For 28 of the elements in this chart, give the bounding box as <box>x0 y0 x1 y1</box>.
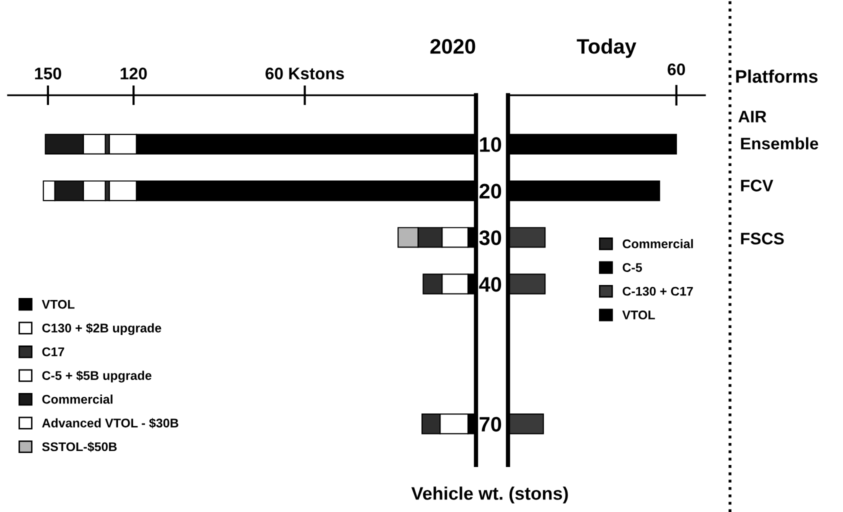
text: Ensemble <box>741 137 818 150</box>
x-tick-label: 150 <box>35 68 62 80</box>
chart-title: 2020 <box>430 39 476 54</box>
y-tick-label: 10 <box>480 137 502 152</box>
legend-label: Commercial <box>622 239 693 248</box>
text: 60 <box>668 64 685 76</box>
y-tick-label: 30 <box>479 230 502 246</box>
y-tick-label: 40 <box>479 277 502 292</box>
text: Platforms <box>736 70 818 83</box>
legend-label: C17 <box>42 347 64 356</box>
legend-label: VTOL <box>622 310 655 320</box>
legend-label: Commercial <box>42 394 112 404</box>
chart-title: Today <box>576 38 636 58</box>
legend-label: C-5 <box>622 263 642 272</box>
legend-label: C-5 + $5B upgrade <box>42 370 152 382</box>
legend-label: VTOL <box>42 300 74 309</box>
legend-label: C-130 + C17 <box>622 286 693 296</box>
y-tick-label: 20 <box>480 184 502 199</box>
legend-label: SSTOL-$50B <box>42 442 117 452</box>
x-axis-title: Vehicle wt. (stons) <box>411 486 568 504</box>
text: AIR <box>738 110 766 122</box>
x-tick-label: 120 <box>120 68 147 80</box>
legend-label: C130 + $2B upgrade <box>42 323 162 335</box>
x-tick-label: 60 Kstons <box>266 68 344 80</box>
text: FCV <box>741 180 774 192</box>
legend-label: Advanced VTOL - $30B <box>42 418 178 428</box>
text: FSCS <box>741 232 784 244</box>
y-tick-label: 70 <box>480 416 502 432</box>
